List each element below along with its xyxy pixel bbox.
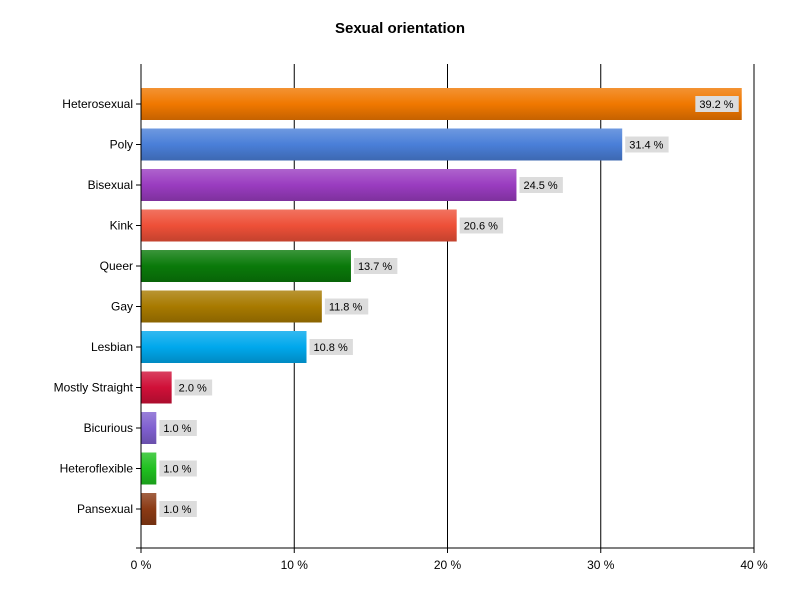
data-label-text: 2.0 % bbox=[179, 383, 207, 395]
bar-bicurious bbox=[141, 412, 157, 444]
data-label: 39.2 % bbox=[695, 96, 739, 112]
category-label: Bisexual bbox=[88, 178, 133, 192]
data-label: 24.5 % bbox=[519, 177, 563, 193]
data-label-box bbox=[459, 217, 504, 234]
data-label-box bbox=[174, 379, 213, 396]
data-label: 1.0 % bbox=[159, 460, 197, 477]
bar-pansexual bbox=[141, 493, 157, 525]
data-label-box bbox=[159, 460, 197, 477]
category-labels: Heterosexual Poly Bisexual Kink Queer Gay Lesb… bbox=[54, 97, 134, 516]
x-tick-label: 10 % bbox=[281, 558, 309, 572]
bar-mostly-straight bbox=[141, 371, 172, 404]
data-label: 1.0 % bbox=[159, 501, 197, 517]
bar-heteroflexible bbox=[141, 452, 157, 485]
category-label: Mostly Straight bbox=[54, 381, 134, 395]
data-label: 2.0 % bbox=[174, 379, 213, 396]
category-label: Kink bbox=[110, 219, 134, 233]
bar-kink bbox=[141, 209, 457, 242]
data-label: 10.8 % bbox=[309, 339, 353, 355]
x-tick-label: 20 % bbox=[434, 558, 462, 572]
data-label-text: 1.0 % bbox=[163, 504, 191, 516]
data-label-text: 20.6 % bbox=[464, 221, 498, 233]
data-label-box bbox=[695, 96, 739, 112]
category-label: Lesbian bbox=[91, 340, 133, 354]
chart-title: Sexual orientation bbox=[335, 20, 465, 37]
bar-lesbian bbox=[141, 331, 307, 363]
data-label-box bbox=[519, 177, 563, 193]
data-label-box bbox=[353, 258, 398, 274]
bar-queer bbox=[141, 250, 351, 282]
data-labels: 39.2 % 31.4 % 24.5 % 20.6 % 13.7 % 11.8 % 10.8… bbox=[159, 96, 739, 517]
data-label-text: 1.0 % bbox=[163, 464, 191, 476]
category-label: Poly bbox=[110, 138, 133, 152]
data-label-text: 31.4 % bbox=[629, 140, 663, 152]
category-label: Heteroflexible bbox=[60, 462, 134, 476]
bar-poly bbox=[141, 128, 623, 161]
x-tick-labels: 0 % 10 % 20 % 30 % 40 % bbox=[131, 558, 768, 572]
data-label-box bbox=[625, 136, 669, 153]
data-label-box bbox=[159, 420, 197, 436]
data-label-box bbox=[159, 501, 197, 517]
data-label: 31.4 % bbox=[625, 136, 669, 153]
data-label-text: 24.5 % bbox=[523, 180, 557, 192]
axes bbox=[136, 64, 755, 553]
data-label-text: 1.0 % bbox=[163, 423, 191, 435]
x-tick-label: 30 % bbox=[587, 558, 615, 572]
bar-bisexual bbox=[141, 169, 517, 201]
data-label-box bbox=[309, 339, 353, 355]
bars bbox=[141, 88, 742, 525]
data-label-box bbox=[324, 298, 369, 315]
category-label: Heterosexual bbox=[62, 97, 133, 111]
category-label: Pansexual bbox=[77, 502, 133, 516]
data-label: 13.7 % bbox=[353, 258, 398, 274]
data-label-text: 13.7 % bbox=[358, 261, 392, 273]
x-tick-label: 0 % bbox=[131, 558, 152, 572]
data-label: 1.0 % bbox=[159, 420, 197, 436]
category-label: Bicurious bbox=[84, 421, 133, 435]
data-label-text: 10.8 % bbox=[314, 342, 348, 354]
data-label-text: 11.8 % bbox=[329, 302, 363, 314]
category-label: Gay bbox=[111, 300, 133, 314]
data-label: 20.6 % bbox=[459, 217, 504, 234]
bar-heterosexual bbox=[141, 88, 742, 120]
bar-gay bbox=[141, 290, 322, 323]
category-label: Queer bbox=[100, 259, 133, 273]
x-tick-label: 40 % bbox=[740, 558, 768, 572]
data-label-text: 39.2 % bbox=[699, 99, 733, 111]
data-label: 11.8 % bbox=[324, 298, 369, 315]
